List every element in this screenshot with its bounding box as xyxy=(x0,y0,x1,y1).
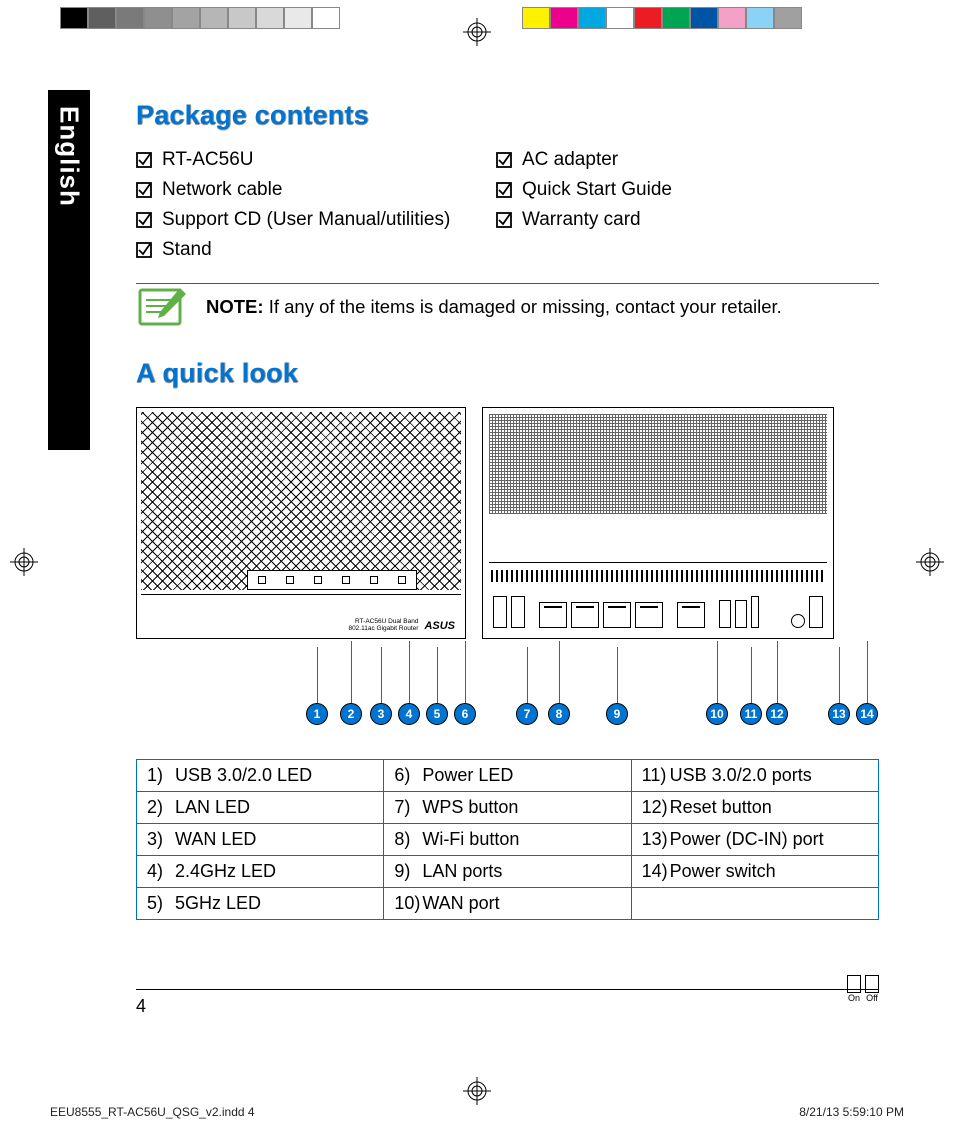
note-label: NOTE: xyxy=(206,296,264,317)
checklist-item: Quick Start Guide xyxy=(496,179,879,201)
language-label: English xyxy=(54,102,85,207)
language-tab: English xyxy=(48,90,90,450)
note-callout: NOTE: If any of the items is damaged or … xyxy=(136,283,879,332)
callout-ball: 7 xyxy=(516,703,538,725)
callout-leader xyxy=(559,641,560,703)
checklist-item: RT-AC56U xyxy=(136,149,496,171)
page-number: 4 xyxy=(136,989,879,1017)
checklist-item: Network cable xyxy=(136,179,496,201)
table-cell: 7)WPS button xyxy=(384,792,631,824)
callout-markers: On Off 1234567891011121314 xyxy=(136,645,879,737)
callout-leader xyxy=(527,647,528,703)
checklist-item: Stand xyxy=(136,239,496,261)
table-row: 1)USB 3.0/2.0 LED6)Power LED11)USB 3.0/2… xyxy=(137,760,879,792)
callout-leader xyxy=(617,647,618,703)
registration-mark-left xyxy=(10,548,38,576)
section-heading-quick-look: A quick look xyxy=(136,358,879,389)
slugline: EEU8555_RT-AC56U_QSG_v2.indd 4 8/21/13 5… xyxy=(50,1105,904,1119)
checkbox-checked-icon xyxy=(136,182,152,198)
slug-file: EEU8555_RT-AC56U_QSG_v2.indd 4 xyxy=(50,1105,255,1119)
callout-leader xyxy=(351,641,352,703)
package-contents-list: RT-AC56U AC adapter Network cable Quick … xyxy=(136,149,879,261)
checkbox-checked-icon xyxy=(496,212,512,228)
callout-leader xyxy=(867,641,868,703)
registration-mark-top xyxy=(463,18,491,46)
table-cell: 14)Power switch xyxy=(631,856,878,888)
callout-ball: 14 xyxy=(856,703,878,725)
callout-ball: 11 xyxy=(740,703,762,725)
callout-leader xyxy=(465,641,466,703)
callout-ball: 4 xyxy=(398,703,420,725)
checklist-item-label: Support CD (User Manual/utilities) xyxy=(162,209,450,231)
checkbox-checked-icon xyxy=(136,212,152,228)
callout-ball: 10 xyxy=(706,703,728,725)
table-cell: 3)WAN LED xyxy=(137,824,384,856)
table-cell: 11)USB 3.0/2.0 ports xyxy=(631,760,878,792)
table-row: 3)WAN LED8)Wi-Fi button13)Power (DC-IN) … xyxy=(137,824,879,856)
callout-leader xyxy=(409,641,410,703)
section-heading-package-contents: Package contents xyxy=(136,100,879,131)
checklist-item-label: RT-AC56U xyxy=(162,149,254,171)
slug-timestamp: 8/21/13 5:59:10 PM xyxy=(799,1105,904,1119)
checklist-item: Warranty card xyxy=(496,209,879,231)
checklist-item-label: Network cable xyxy=(162,179,282,201)
device-model-text: RT-AC56U Dual Band 802.11ac Gigabit Rout… xyxy=(348,619,418,632)
callout-leader xyxy=(751,647,752,703)
table-cell: 1)USB 3.0/2.0 LED xyxy=(137,760,384,792)
callout-leader xyxy=(437,647,438,703)
note-text: If any of the items is damaged or missin… xyxy=(269,296,782,317)
table-row: 4)2.4GHz LED9)LAN ports14)Power switch xyxy=(137,856,879,888)
callout-leader xyxy=(381,647,382,703)
table-cell: 12)Reset button xyxy=(631,792,878,824)
callout-ball: 6 xyxy=(454,703,476,725)
callout-leader xyxy=(839,647,840,703)
table-cell: 2)LAN LED xyxy=(137,792,384,824)
callout-ball: 9 xyxy=(606,703,628,725)
table-row: 2)LAN LED7)WPS button12)Reset button xyxy=(137,792,879,824)
device-back-illustration xyxy=(482,407,834,639)
checkbox-checked-icon xyxy=(136,242,152,258)
checklist-item xyxy=(496,239,879,261)
table-cell: 5)5GHz LED xyxy=(137,888,384,920)
callout-ball: 3 xyxy=(370,703,392,725)
table-cell: 10)WAN port xyxy=(384,888,631,920)
callout-ball: 2 xyxy=(340,703,362,725)
checklist-item-label: Stand xyxy=(162,239,212,261)
callout-ball: 12 xyxy=(766,703,788,725)
table-cell: 9)LAN ports xyxy=(384,856,631,888)
callout-leader xyxy=(717,641,718,703)
checklist-item-label: Quick Start Guide xyxy=(522,179,672,201)
checklist-item: AC adapter xyxy=(496,149,879,171)
callout-leader xyxy=(777,641,778,703)
checklist-item: Support CD (User Manual/utilities) xyxy=(136,209,496,231)
note-pencil-icon xyxy=(136,284,188,332)
checkbox-checked-icon xyxy=(496,152,512,168)
callout-ball: 5 xyxy=(426,703,448,725)
callout-ball: 8 xyxy=(548,703,570,725)
device-front-illustration: RT-AC56U Dual Band 802.11ac Gigabit Rout… xyxy=(136,407,466,639)
table-cell xyxy=(631,888,878,920)
callout-ball: 1 xyxy=(306,703,328,725)
table-cell: 13)Power (DC-IN) port xyxy=(631,824,878,856)
checklist-item-label: Warranty card xyxy=(522,209,641,231)
device-diagrams: RT-AC56U Dual Band 802.11ac Gigabit Rout… xyxy=(136,407,879,639)
table-cell: 8)Wi-Fi button xyxy=(384,824,631,856)
registration-mark-right xyxy=(916,548,944,576)
table-cell: 6)Power LED xyxy=(384,760,631,792)
callout-leader xyxy=(317,647,318,703)
table-row: 5)5GHz LED10)WAN port xyxy=(137,888,879,920)
brand-logo-text: ASUS xyxy=(424,621,455,632)
table-cell: 4)2.4GHz LED xyxy=(137,856,384,888)
registration-mark-bottom xyxy=(463,1077,491,1105)
callout-ball: 13 xyxy=(828,703,850,725)
legend-table: 1)USB 3.0/2.0 LED6)Power LED11)USB 3.0/2… xyxy=(136,759,879,920)
checkbox-checked-icon xyxy=(496,182,512,198)
checkbox-checked-icon xyxy=(136,152,152,168)
checklist-item-label: AC adapter xyxy=(522,149,618,171)
